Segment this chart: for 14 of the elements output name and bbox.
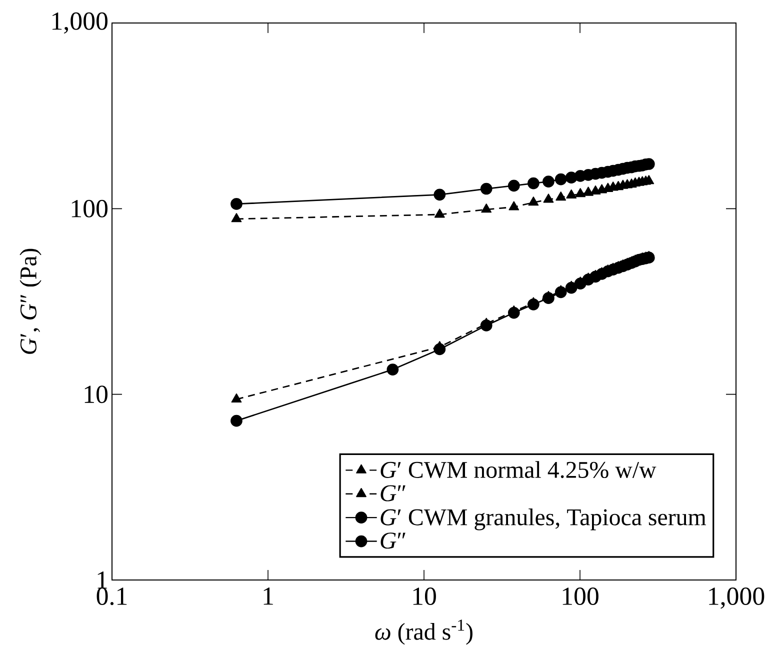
x-tick-label: 1,000 xyxy=(709,588,764,609)
legend-label: G′ CWM granules, Tapioca serum xyxy=(380,508,706,530)
y-axis-title: G′, G″ (Pa) xyxy=(20,248,42,354)
legend-label: G″ xyxy=(380,532,406,549)
y-tick-label: 100 xyxy=(72,200,108,218)
x-tick-label: 0.1 xyxy=(96,588,127,606)
legend-label: G″ xyxy=(380,485,406,502)
legend-label: G′ CWM normal 4.25% w/w xyxy=(380,461,656,478)
x-axis-title: ω (rad s$^{-1}$) xyxy=(375,620,472,645)
x-tick-label: 1 xyxy=(264,588,273,605)
x-tick-label: 10 xyxy=(413,588,436,605)
y-tick-label: 10 xyxy=(84,386,108,404)
x-tick-label: 100 xyxy=(562,588,598,605)
y-tick-label: 1,000 xyxy=(52,12,108,34)
